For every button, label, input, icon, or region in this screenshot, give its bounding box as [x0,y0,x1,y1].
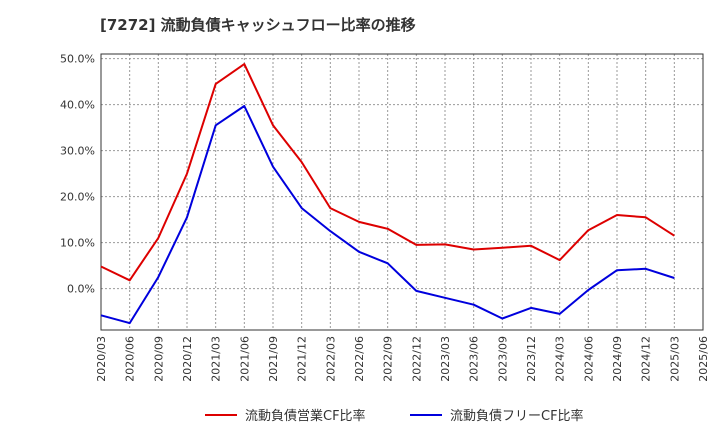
x-tick-label: 2025/03 [668,336,681,382]
plot-frame [100,53,704,331]
series-line-0 [100,63,675,282]
x-tick-label: 2024/09 [611,336,624,382]
y-tick-label: 30.0% [60,145,95,158]
legend-item-operating-cf: 流動負債営業CF比率 [205,405,366,424]
x-tick-label: 2020/06 [124,336,137,382]
x-tick-label: 2021/06 [238,336,251,382]
x-tick-label: 2022/12 [410,336,423,382]
legend-label-operating-cf: 流動負債営業CF比率 [245,409,366,424]
x-tick-label: 2023/03 [439,336,452,382]
x-tick-label: 2021/09 [267,336,280,382]
x-tick-label: 2020/09 [152,336,165,382]
x-tick-label: 2023/06 [468,336,481,382]
x-tick-label: 2021/03 [210,336,223,382]
legend-swatch-operating-cf [205,413,237,416]
legend-label-free-cf: 流動負債フリーCF比率 [450,409,584,424]
chart-title: [7272] 流動負債キャッシュフロー比率の推移 [100,16,416,34]
x-tick-label: 2020/03 [95,336,108,382]
x-tick-label: 2022/03 [324,336,337,382]
x-tick-label: 2022/06 [353,336,366,382]
x-tick-label: 2023/09 [496,336,509,382]
x-tick-label: 2024/06 [582,336,595,382]
legend-swatch-free-cf [410,413,442,416]
y-tick-label: 40.0% [60,99,95,112]
y-tick-label: 20.0% [60,191,95,204]
x-tick-label: 2025/06 [697,336,710,382]
x-tick-label: 2021/12 [296,336,309,382]
x-tick-label: 2023/12 [525,336,538,382]
y-tick-label: 0.0% [67,283,95,296]
x-tick-label: 2020/12 [181,336,194,382]
x-tick-label: 2024/03 [554,336,567,382]
legend-item-free-cf: 流動負債フリーCF比率 [410,405,584,424]
x-tick-label: 2022/09 [382,336,395,382]
x-tick-label: 2024/12 [640,336,653,382]
y-tick-label: 50.0% [60,53,95,66]
series-line-1 [100,105,675,325]
y-tick-label: 10.0% [60,237,95,250]
